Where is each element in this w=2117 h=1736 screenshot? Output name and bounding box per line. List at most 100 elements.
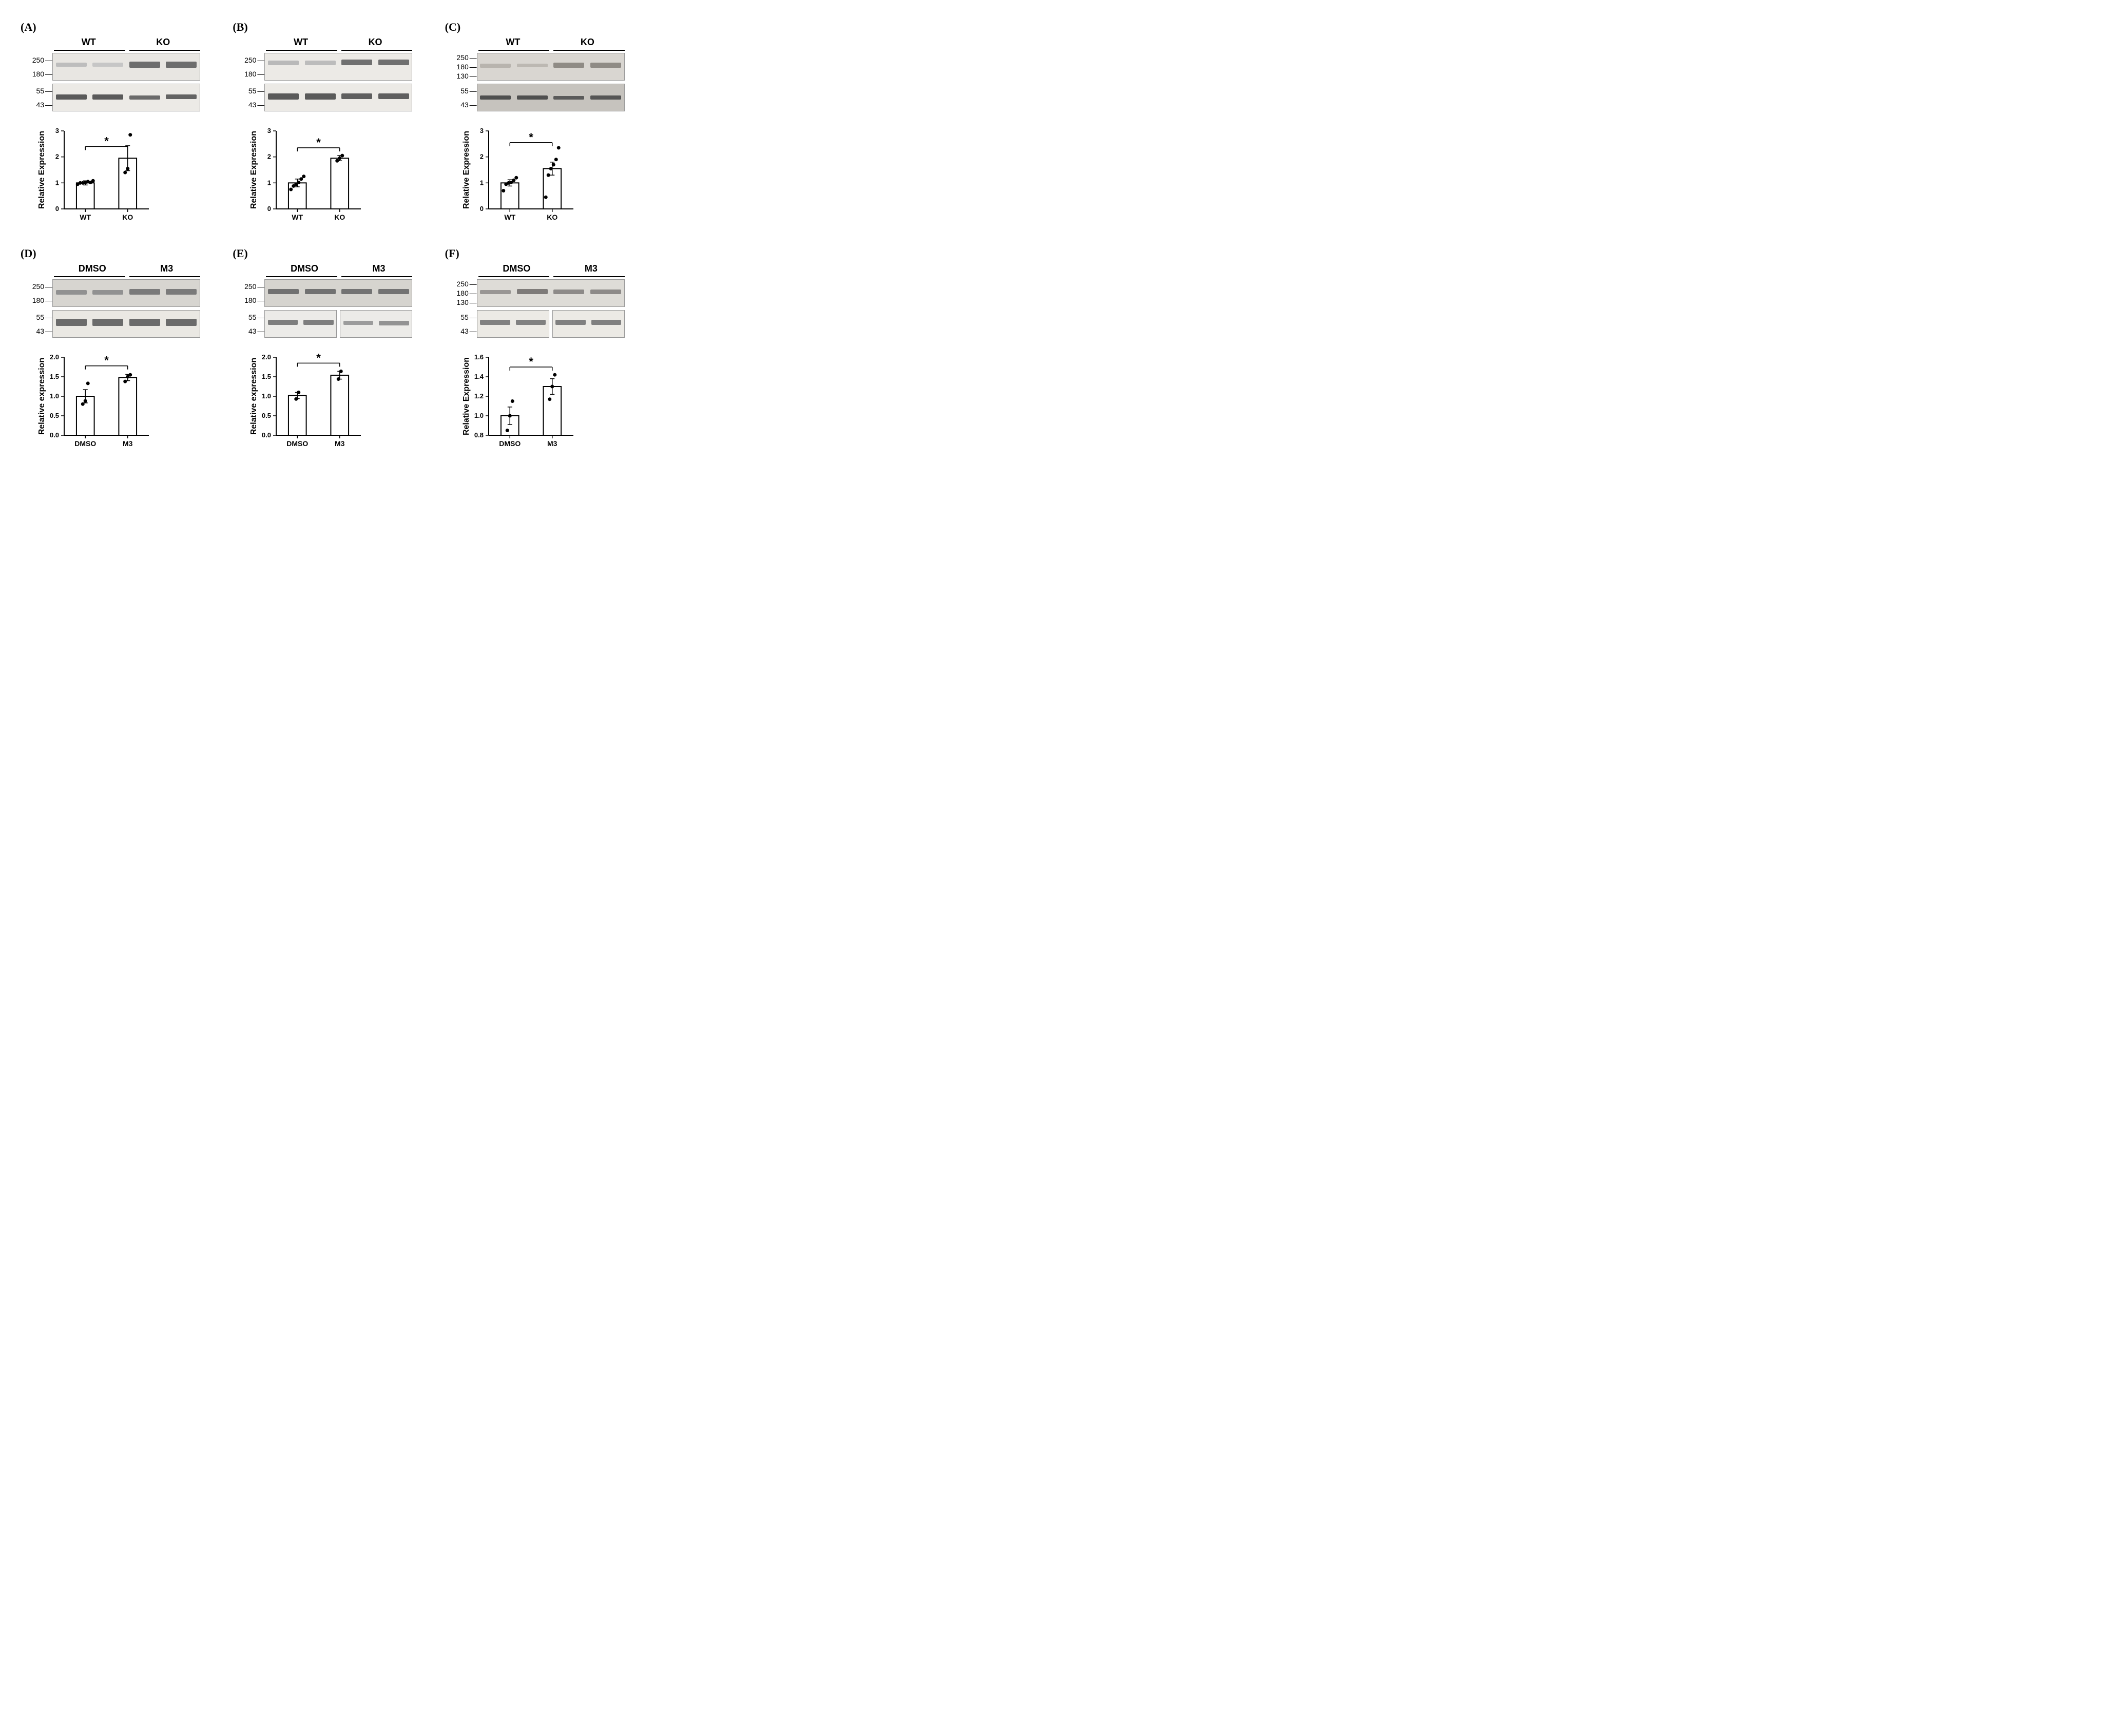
blot-upper: 250180: [26, 279, 200, 307]
panel-label: (F): [445, 247, 459, 260]
svg-text:*: *: [104, 134, 109, 147]
mw-labels: 5543: [26, 84, 52, 111]
svg-text:WT: WT: [292, 213, 303, 221]
blot-image: [264, 84, 412, 111]
svg-text:Relative Expression: Relative Expression: [37, 131, 46, 209]
chart: 0123Relative ExpressionWTKO*: [248, 124, 366, 226]
group-label: DMSO: [501, 263, 532, 274]
svg-text:1.5: 1.5: [262, 373, 271, 380]
mw-label: 250: [456, 280, 475, 288]
mw-label: 180: [32, 70, 51, 78]
svg-text:0: 0: [55, 205, 59, 213]
mw-label: 43: [36, 101, 51, 109]
blot-image: [477, 53, 625, 81]
blot-upper: 250180130: [450, 53, 625, 81]
group-labels: DMSOM3: [476, 263, 625, 274]
figure-grid: (A)WTKO25018055430123Relative Expression…: [21, 21, 637, 453]
group-label: WT: [292, 37, 310, 48]
panel-A: (A)WTKO25018055430123Relative Expression…: [21, 21, 212, 226]
chart: 0.00.51.01.52.0Relative expressionDMSOM3…: [36, 350, 154, 453]
svg-text:2: 2: [55, 153, 59, 161]
svg-text:2: 2: [479, 153, 483, 161]
blot-image: [477, 279, 625, 307]
mw-label: 55: [36, 313, 51, 321]
mw-label: 43: [248, 101, 263, 109]
blot-image: [552, 310, 625, 338]
svg-text:2.0: 2.0: [50, 353, 59, 361]
svg-text:*: *: [104, 354, 109, 367]
group-label: DMSO: [288, 263, 320, 274]
svg-text:*: *: [317, 351, 321, 364]
svg-text:Relative expression: Relative expression: [37, 358, 46, 435]
svg-text:*: *: [529, 131, 533, 144]
svg-text:Relative Expression: Relative Expression: [462, 357, 471, 435]
mw-labels: 5543: [238, 310, 264, 338]
blot-split: [264, 310, 412, 338]
blot-image: [340, 310, 412, 338]
blot-image: [477, 84, 625, 111]
svg-text:0.0: 0.0: [50, 431, 59, 439]
blot-image: [52, 310, 200, 338]
blot-image: [264, 53, 412, 81]
blot-lower: 5543: [238, 84, 412, 111]
svg-text:0.0: 0.0: [262, 431, 271, 439]
mw-labels: 5543: [26, 310, 52, 338]
svg-text:M3: M3: [335, 439, 345, 448]
svg-text:3: 3: [479, 127, 483, 134]
svg-text:Relative Expression: Relative Expression: [249, 131, 258, 209]
svg-text:M3: M3: [123, 439, 133, 448]
group-bars: [54, 276, 200, 277]
svg-text:WT: WT: [504, 213, 515, 221]
svg-text:0.5: 0.5: [50, 412, 59, 419]
blot-area: DMSOM32501805543: [26, 263, 200, 341]
svg-text:M3: M3: [547, 439, 557, 448]
svg-text:DMSO: DMSO: [287, 439, 309, 448]
svg-text:1.0: 1.0: [262, 392, 271, 400]
mw-labels: 250180130: [450, 279, 477, 307]
blot-image: [52, 84, 200, 111]
svg-text:0.8: 0.8: [474, 431, 484, 439]
blot-area: DMSO M3 250180 5543: [238, 263, 412, 341]
blot-split: [477, 310, 625, 338]
chart: 0 1 2 3 Relative Expression WT KO *: [36, 124, 154, 226]
group-bars: [266, 50, 412, 51]
chart: 0123Relative ExpressionWTKO*: [460, 124, 579, 226]
svg-text:KO: KO: [122, 213, 133, 221]
panel-label: (E): [233, 247, 247, 260]
svg-text:1: 1: [55, 179, 59, 186]
blot-lower: 5543: [238, 310, 412, 338]
group-label: KO: [154, 37, 172, 48]
panel-B: (B)WTKO25018055430123Relative Expression…: [233, 21, 424, 226]
blot-lower: 5543: [450, 310, 625, 338]
mw-label: 180: [456, 63, 475, 71]
mw-label: 250: [456, 53, 475, 62]
svg-text:2: 2: [267, 153, 271, 161]
svg-text:Relative expression: Relative expression: [249, 358, 258, 435]
group-label: M3: [158, 263, 175, 274]
panel-C: (C)WTKO25018013055430123Relative Express…: [445, 21, 637, 226]
svg-text:3: 3: [55, 127, 59, 134]
mw-labels: 250180: [238, 279, 264, 307]
panel-D: (D)DMSOM325018055430.00.51.01.52.0Relati…: [21, 247, 212, 453]
group-label: WT: [80, 37, 98, 48]
mw-label: 180: [456, 289, 475, 297]
blot-upper: 250180: [238, 279, 412, 307]
mw-label: 43: [460, 327, 475, 335]
group-labels: WT KO: [51, 37, 200, 48]
blot-image: [264, 310, 337, 338]
blot-upper: 250180130: [450, 279, 625, 307]
blot-image: [52, 279, 200, 307]
mw-label: 250: [32, 56, 51, 64]
panel-label: (D): [21, 247, 36, 260]
svg-text:1: 1: [267, 179, 271, 186]
svg-text:1.0: 1.0: [474, 412, 484, 419]
blot-image: [52, 53, 200, 81]
panel-label: (C): [445, 21, 461, 34]
group-label: KO: [367, 37, 384, 48]
group-label: M3: [371, 263, 388, 274]
svg-text:DMSO: DMSO: [74, 439, 96, 448]
blot-upper: 250180: [238, 53, 412, 81]
group-labels: WTKO: [476, 37, 625, 48]
svg-text:WT: WT: [80, 213, 91, 221]
group-bars: [478, 276, 625, 277]
